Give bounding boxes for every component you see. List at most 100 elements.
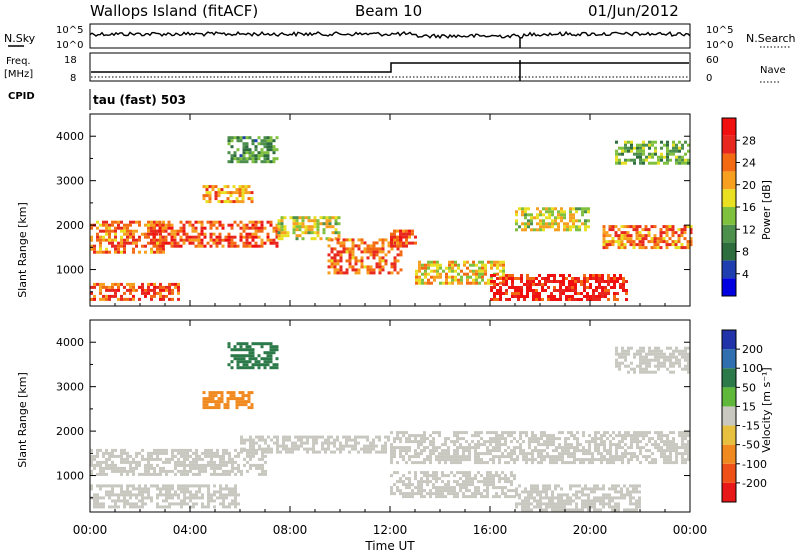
heatmap-cell [526,286,529,289]
heatmap-cell [129,241,132,245]
heatmap-cell [237,469,240,473]
heatmap-cell [651,358,654,362]
heatmap-cell [191,223,195,227]
heatmap-cell [435,471,438,475]
heatmap-cell [666,140,669,144]
heatmap-cell [669,431,672,435]
heatmap-cell [159,294,162,298]
heatmap-cell [126,297,129,301]
heatmap-cell [197,235,201,239]
heatmap-cell [129,297,132,301]
heatmap-cell [123,469,126,473]
heatmap-cell [420,434,423,438]
heatmap-cell [171,484,174,488]
heatmap-cell [583,280,586,283]
heatmap-cell [524,502,527,506]
heatmap-cell [496,266,499,270]
heatmap-cell [307,219,311,223]
heatmap-cell [427,281,430,285]
heatmap-cell [629,508,632,512]
heatmap-cell [498,458,501,462]
heatmap-cell [266,142,270,146]
heatmap-cell [573,458,576,462]
heatmap-cell [621,361,624,365]
heatmap-cell [420,437,423,441]
heatmap-cell [378,250,382,254]
heatmap-cell [684,352,687,356]
heatmap-cell [207,454,210,458]
heatmap-cell [657,158,660,162]
heatmap-cell [186,490,189,494]
heatmap-cell [147,226,150,230]
heatmap-cell [227,342,231,346]
heatmap-cell [153,282,156,286]
heatmap-cell [207,463,210,467]
heatmap-cell [684,355,687,359]
heatmap-cell [242,151,246,155]
heatmap-cell [132,282,135,286]
heatmap-cell [216,496,219,500]
heatmap-cell [366,250,370,254]
heatmap-cell [684,349,687,353]
heatmap-cell [313,237,317,241]
heatmap-cell [620,496,623,500]
heatmap-cell [324,447,327,451]
heatmap-cell [475,272,478,276]
heatmap-cell [93,493,96,497]
heatmap-cell [227,136,231,140]
heatmap-cell [651,370,654,374]
heatmap-cell [275,357,279,361]
heatmap-cell [366,244,370,248]
heatmap-cell [435,492,438,496]
heatmap-cell [526,283,529,286]
heatmap-cell [602,228,606,232]
heatmap-cell [300,444,303,448]
heatmap-cell [327,265,331,269]
heatmap-cell [465,483,468,487]
heatmap-cell [546,452,549,456]
heatmap-cell [671,225,675,229]
heatmap-cell [636,446,639,450]
heatmap-cell [553,280,556,283]
heatmap-cell [418,281,421,285]
heatmap-cell [210,472,213,476]
heatmap-cell [159,448,162,452]
heatmap-cell [214,191,218,195]
colorbar-tick-label: -100 [742,458,767,471]
heatmap-cell [513,458,516,462]
heatmap-cell [165,505,168,509]
heatmap-cell [518,496,521,500]
heatmap-cell [152,244,156,248]
heatmap-cell [480,495,483,499]
heatmap-cell [120,220,123,224]
heatmap-cell [234,505,237,509]
heatmap-cell [414,477,417,481]
heatmap-cell [312,450,315,454]
heatmap-cell [375,450,378,454]
heatmap-cell [562,283,565,286]
heatmap-cell [306,438,309,442]
colorbar-tick-label: 15 [742,400,756,413]
heatmap-cell [665,225,669,229]
heatmap-cell [605,496,608,500]
x-tick-label: 08:00 [273,523,308,537]
heatmap-cell [552,461,555,465]
heatmap-cell [591,440,594,444]
heatmap-cell [408,495,411,499]
heatmap-cell [144,484,147,488]
heatmap-cell [444,437,447,441]
heatmap-cell [96,238,99,242]
heatmap-cell [563,499,566,503]
heatmap-cell [132,250,135,254]
heatmap-cell [310,225,314,229]
heatmap-cell [165,490,168,494]
heatmap-cell [604,289,607,292]
heatmap-cell [210,493,213,497]
heatmap-cell [675,146,678,150]
heatmap-cell [342,271,346,275]
heatmap-cell [545,502,548,506]
heatmap-cell [150,282,153,286]
heatmap-cell [474,486,477,490]
heatmap-cell [231,499,234,503]
heatmap-cell [441,452,444,456]
